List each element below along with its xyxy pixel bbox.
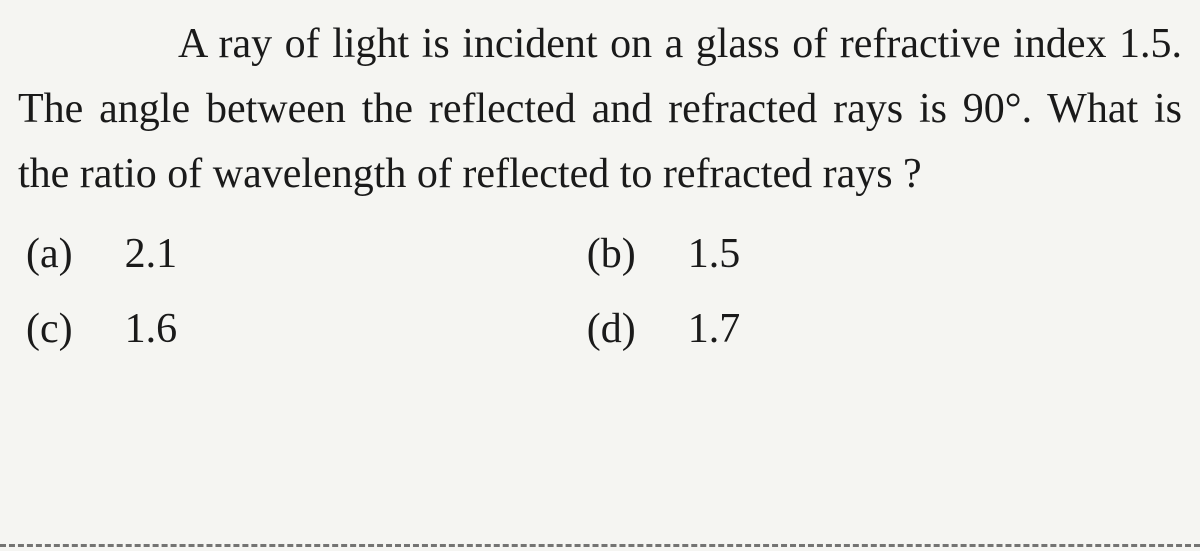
question-text: A ray of light is incident on a glass of… [18,12,1182,207]
question-body: A ray of light is incident on a glass of… [18,12,1182,207]
option-d[interactable]: (d) 1.7 [577,300,1182,359]
options-container: (a) 2.1 (b) 1.5 (c) 1.6 (d) 1.7 [18,225,1182,359]
bottom-divider [0,544,1200,547]
options-row-2: (c) 1.6 (d) 1.7 [18,300,1182,359]
option-a-value: 2.1 [125,225,178,284]
option-b[interactable]: (b) 1.5 [577,225,1182,284]
option-c-label: (c) [26,300,73,359]
option-d-value: 1.7 [688,300,741,359]
option-a[interactable]: (a) 2.1 [18,225,577,284]
option-b-label: (b) [587,225,636,284]
option-b-value: 1.5 [688,225,741,284]
option-c-value: 1.6 [125,300,178,359]
options-row-1: (a) 2.1 (b) 1.5 [18,225,1182,284]
option-a-label: (a) [26,225,73,284]
option-d-label: (d) [587,300,636,359]
option-c[interactable]: (c) 1.6 [18,300,577,359]
